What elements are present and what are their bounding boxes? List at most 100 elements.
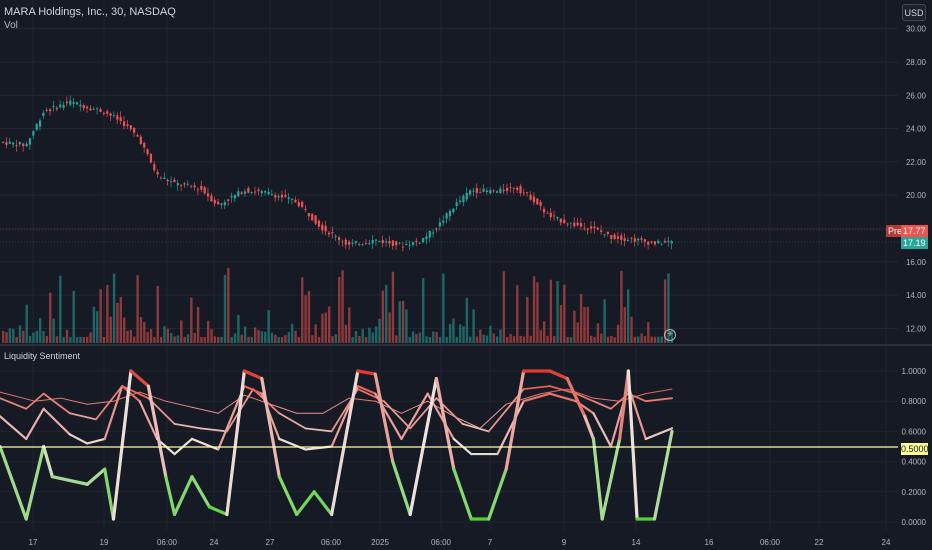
volume-bar bbox=[294, 330, 297, 343]
candle-body bbox=[89, 108, 92, 111]
volume-bar bbox=[553, 336, 556, 343]
time-label: 27 bbox=[266, 538, 275, 547]
sentiment-segment bbox=[522, 385, 551, 391]
volume-bar bbox=[472, 309, 475, 343]
volume-label[interactable]: Vol bbox=[4, 20, 18, 31]
sentiment-lines bbox=[0, 369, 674, 521]
candle-body bbox=[606, 231, 609, 234]
volume-bar bbox=[633, 336, 637, 343]
sentiment-segment bbox=[600, 437, 622, 521]
volume-bar bbox=[96, 311, 99, 343]
indicator-tick: 0.8000 bbox=[902, 397, 927, 406]
candle-body bbox=[173, 179, 176, 183]
candle-body bbox=[670, 241, 673, 244]
volume-bar bbox=[596, 323, 600, 343]
candle-body bbox=[573, 222, 576, 227]
candle-body bbox=[499, 188, 502, 193]
volume-bar bbox=[210, 329, 213, 343]
candle-body bbox=[633, 238, 636, 242]
volume-bar bbox=[455, 336, 458, 343]
price-tick: 26.00 bbox=[906, 91, 927, 100]
candle-body bbox=[371, 240, 374, 244]
volume-bar bbox=[442, 273, 445, 343]
sentiment-segment bbox=[95, 385, 124, 421]
candle-body bbox=[643, 239, 646, 242]
add-icon[interactable]: + bbox=[664, 329, 676, 341]
indicator-title[interactable]: Liquidity Sentiment bbox=[4, 351, 81, 361]
sentiment-segment bbox=[0, 391, 36, 402]
sentiment-segment bbox=[592, 412, 613, 448]
candle-body bbox=[72, 102, 75, 104]
candle-body bbox=[348, 241, 351, 245]
time-label: 24 bbox=[882, 538, 891, 547]
volume-bar bbox=[371, 332, 374, 343]
candle-body bbox=[603, 234, 606, 236]
candle-body bbox=[8, 141, 11, 144]
candle-body bbox=[549, 212, 552, 218]
candle-body bbox=[180, 184, 183, 186]
candle-body bbox=[227, 199, 230, 201]
candle-body bbox=[5, 142, 8, 145]
candle-body bbox=[418, 242, 421, 244]
sentiment-segment bbox=[190, 475, 212, 509]
volume-bar bbox=[616, 324, 620, 343]
time-label: 7 bbox=[488, 538, 493, 547]
sentiment-segment bbox=[592, 397, 621, 402]
symbol-title[interactable]: MARA Holdings, Inc., 30, NASDAQ bbox=[4, 6, 176, 18]
volume-bar bbox=[462, 326, 465, 343]
candle-body bbox=[415, 240, 418, 242]
volume-bar bbox=[270, 332, 274, 343]
candle-body bbox=[519, 186, 522, 194]
volume-bar bbox=[529, 335, 532, 343]
sentiment-segment bbox=[68, 433, 89, 445]
currency-button[interactable]: USD bbox=[902, 4, 926, 21]
sentiment-segment bbox=[121, 385, 150, 400]
candle-body bbox=[401, 246, 405, 248]
volume-bar bbox=[660, 336, 663, 343]
candle-body bbox=[49, 109, 52, 112]
sentiment-segment bbox=[242, 369, 264, 381]
candle-body bbox=[240, 192, 243, 194]
pre-label-badge: Pre bbox=[886, 225, 905, 237]
candle-body bbox=[532, 196, 536, 203]
volume-bar bbox=[512, 336, 516, 343]
volume-bar bbox=[22, 330, 25, 343]
candle-body bbox=[193, 185, 196, 188]
candle-body bbox=[489, 190, 492, 194]
candle-body bbox=[79, 104, 82, 107]
volume-bar bbox=[247, 336, 250, 343]
candle-body bbox=[422, 237, 425, 243]
volume-bar bbox=[549, 279, 553, 343]
candle-body bbox=[374, 239, 378, 241]
volume-bar bbox=[233, 333, 237, 343]
candle-body bbox=[576, 222, 579, 226]
volume-bar bbox=[156, 285, 159, 343]
volume-bar bbox=[99, 289, 102, 343]
sentiment-segment bbox=[522, 392, 551, 403]
candle-body bbox=[136, 135, 139, 137]
candle-body bbox=[223, 202, 226, 206]
volume-bar bbox=[378, 318, 381, 343]
candle-body bbox=[660, 244, 663, 246]
volume-bar bbox=[32, 332, 35, 343]
volume-bar bbox=[385, 284, 388, 343]
volume-bar bbox=[526, 296, 529, 343]
candle-body bbox=[583, 228, 586, 230]
candle-body bbox=[536, 198, 539, 205]
volume-bar bbox=[579, 294, 583, 343]
time-label: 9 bbox=[562, 538, 567, 547]
candle-body bbox=[139, 136, 142, 144]
candle-body bbox=[569, 222, 573, 224]
volume-bar bbox=[243, 326, 247, 343]
candle-body bbox=[368, 243, 371, 245]
candle-body bbox=[119, 117, 122, 121]
volume-bar bbox=[49, 292, 52, 343]
volume-bar bbox=[331, 336, 334, 343]
candle-body bbox=[586, 228, 589, 230]
volume-bar bbox=[381, 290, 385, 343]
sentiment-segment bbox=[50, 475, 89, 486]
time-label: 06:00 bbox=[760, 538, 781, 547]
sentiment-segment bbox=[270, 403, 298, 414]
volume-bar bbox=[546, 335, 549, 343]
